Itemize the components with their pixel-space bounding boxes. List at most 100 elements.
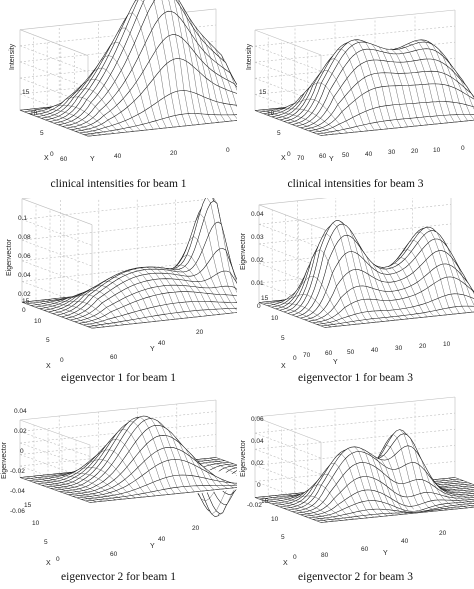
svg-text:80: 80 bbox=[321, 552, 329, 559]
x-axis-label: X bbox=[46, 363, 51, 370]
surface-plot: 0.06 0.04 0.02 0 -0.02 Eigenvector Y X 8… bbox=[240, 396, 474, 567]
y-axis-label: Y bbox=[333, 359, 338, 366]
svg-text:15: 15 bbox=[259, 89, 267, 96]
panel-beam1-intensity: Intensity Y X 60 40 20 0 15 10 5 0 clini… bbox=[0, 0, 237, 196]
x-tick-labels: 15 10 5 0 bbox=[22, 298, 64, 364]
svg-text:20: 20 bbox=[411, 148, 419, 155]
svg-text:5: 5 bbox=[46, 337, 50, 344]
svg-text:40: 40 bbox=[158, 340, 166, 347]
mesh-lines bbox=[19, 415, 237, 518]
svg-text:60: 60 bbox=[325, 350, 333, 357]
svg-text:60: 60 bbox=[110, 551, 118, 558]
svg-text:70: 70 bbox=[303, 352, 311, 359]
svg-text:20: 20 bbox=[439, 530, 447, 537]
svg-text:15: 15 bbox=[22, 298, 30, 305]
z-tick-labels: 0.04 0.03 0.02 0.01 0 bbox=[251, 211, 264, 310]
mesh-lines bbox=[19, 0, 237, 139]
y-tick-labels: 70 60 50 40 30 20 10 bbox=[303, 341, 451, 359]
svg-text:50: 50 bbox=[342, 152, 350, 159]
mesh-lines bbox=[258, 220, 474, 330]
svg-text:0.06: 0.06 bbox=[18, 253, 31, 260]
surface-plot: 0.1 0.08 0.06 0.04 0.02 0 Eigenvector Y … bbox=[6, 198, 237, 370]
surface-plot: 0.04 0.03 0.02 0.01 0 Eigenvector Y X 70… bbox=[240, 198, 474, 370]
svg-text:5: 5 bbox=[40, 130, 44, 137]
svg-text:40: 40 bbox=[158, 536, 166, 543]
svg-text:0.02: 0.02 bbox=[14, 428, 27, 435]
svg-text:40: 40 bbox=[401, 538, 409, 545]
svg-text:0.04: 0.04 bbox=[251, 211, 264, 218]
z-tick-labels: 0.04 0.02 0 -0.02 -0.04 -0.06 bbox=[10, 408, 27, 515]
svg-text:-0.06: -0.06 bbox=[10, 508, 25, 515]
svg-text:10: 10 bbox=[433, 147, 441, 154]
y-tick-labels: 80 60 40 20 bbox=[321, 530, 447, 559]
z-axis-label: Intensity bbox=[9, 43, 16, 70]
svg-text:15: 15 bbox=[24, 502, 32, 509]
x-axis-label: X bbox=[44, 155, 49, 162]
svg-text:0.01: 0.01 bbox=[251, 280, 264, 287]
svg-text:0: 0 bbox=[226, 147, 230, 154]
svg-text:0: 0 bbox=[50, 151, 54, 158]
svg-text:50: 50 bbox=[347, 349, 355, 356]
svg-text:0.02: 0.02 bbox=[18, 291, 31, 298]
y-tick-labels: 60 40 20 0 bbox=[60, 147, 230, 163]
svg-text:5: 5 bbox=[281, 534, 285, 541]
svg-text:0: 0 bbox=[293, 355, 297, 362]
svg-text:10: 10 bbox=[443, 341, 451, 348]
y-axis-label: Y bbox=[383, 550, 388, 557]
svg-text:0.08: 0.08 bbox=[18, 234, 31, 241]
y-tick-labels: 60 40 20 bbox=[110, 329, 204, 361]
svg-text:0.1: 0.1 bbox=[18, 215, 27, 222]
svg-text:15: 15 bbox=[261, 498, 269, 505]
svg-text:-0.02: -0.02 bbox=[247, 502, 262, 509]
svg-text:0.04: 0.04 bbox=[18, 272, 31, 279]
surface-plot: 0.04 0.02 0 -0.02 -0.04 -0.06 Eigenvecto… bbox=[1, 399, 237, 567]
panel-beam3-intensity: Intensity Y X 70 60 50 40 30 20 10 0 15 … bbox=[237, 0, 474, 196]
x-tick-labels: 15 10 5 0 bbox=[261, 498, 297, 561]
panel-caption: clinical intensities for beam 3 bbox=[287, 178, 424, 190]
svg-text:20: 20 bbox=[192, 525, 200, 532]
x-tick-labels: 15 10 5 0 bbox=[259, 89, 291, 158]
panel-caption: eigenvector 1 for beam 3 bbox=[298, 372, 413, 384]
svg-text:10: 10 bbox=[267, 110, 275, 117]
svg-text:30: 30 bbox=[388, 149, 396, 156]
svg-text:0.02: 0.02 bbox=[251, 257, 264, 264]
z-tick-labels: 0.06 0.04 0.02 0 -0.02 bbox=[247, 416, 264, 509]
z-axis-label: Eigenvector bbox=[240, 232, 247, 270]
z-axis-label: Intensity bbox=[246, 43, 253, 70]
svg-text:40: 40 bbox=[114, 153, 122, 160]
surface-mesh bbox=[254, 396, 474, 525]
surface-mesh bbox=[19, 399, 237, 518]
svg-text:40: 40 bbox=[371, 347, 379, 354]
panel-beam1-eigenvector2: 0.04 0.02 0 -0.02 -0.04 -0.06 Eigenvecto… bbox=[0, 393, 237, 589]
svg-text:10: 10 bbox=[32, 520, 40, 527]
svg-text:5: 5 bbox=[281, 335, 285, 342]
y-tick-labels: 60 40 20 bbox=[110, 525, 200, 558]
surface-plot: Intensity Y X 70 60 50 40 30 20 10 0 15 … bbox=[246, 9, 474, 163]
panel-beam1-eigenvector1: 0.1 0.08 0.06 0.04 0.02 0 Eigenvector Y … bbox=[0, 198, 237, 394]
y-axis-label: Y bbox=[150, 543, 155, 550]
svg-text:0: 0 bbox=[56, 556, 60, 563]
svg-text:40: 40 bbox=[365, 151, 373, 158]
svg-text:60: 60 bbox=[361, 546, 369, 553]
svg-text:0: 0 bbox=[20, 448, 24, 455]
svg-text:15: 15 bbox=[22, 89, 30, 96]
svg-text:20: 20 bbox=[419, 343, 427, 350]
svg-text:70: 70 bbox=[297, 155, 305, 162]
svg-text:10: 10 bbox=[271, 315, 279, 322]
mesh-lines bbox=[254, 39, 474, 138]
surface-mesh bbox=[19, 0, 237, 139]
svg-text:5: 5 bbox=[277, 130, 281, 137]
z-tick-labels: 0.1 0.08 0.06 0.04 0.02 0 bbox=[18, 215, 31, 314]
svg-text:10: 10 bbox=[271, 516, 279, 523]
svg-text:0.06: 0.06 bbox=[251, 416, 264, 423]
z-axis-label: Eigenvector bbox=[1, 441, 8, 479]
y-axis-label: Y bbox=[90, 156, 95, 163]
svg-text:0.02: 0.02 bbox=[251, 460, 264, 467]
svg-text:10: 10 bbox=[34, 318, 42, 325]
y-axis-label: Y bbox=[150, 346, 155, 353]
y-axis-label: Y bbox=[329, 156, 334, 163]
svg-text:5: 5 bbox=[44, 539, 48, 546]
svg-text:60: 60 bbox=[60, 156, 68, 163]
svg-text:-0.02: -0.02 bbox=[10, 468, 25, 475]
svg-text:0: 0 bbox=[60, 357, 64, 364]
